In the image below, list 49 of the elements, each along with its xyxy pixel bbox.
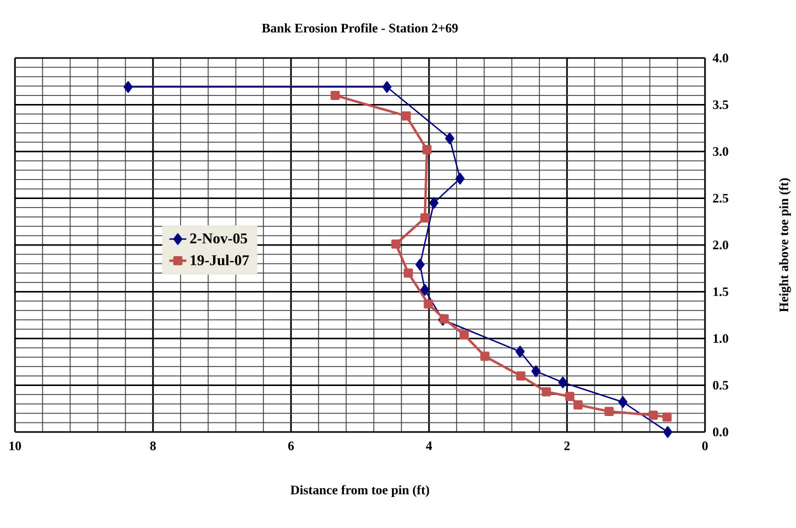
y-tick-label: 2.0: [713, 240, 728, 250]
x-tick-label: 6: [288, 441, 294, 450]
point: [618, 396, 628, 408]
point: [663, 426, 672, 438]
y-tick-label: 0.5: [713, 380, 728, 390]
y-tick-label: 3.5: [712, 100, 728, 110]
y-tick-label: 4.0: [712, 54, 728, 62]
y-axis-title: Height above toe pin (ft): [779, 178, 791, 312]
y-tick-label: 1.5: [714, 287, 728, 296]
x-tick-label: 10: [10, 442, 21, 450]
y-tick-label: 3.0: [712, 147, 728, 156]
point: [420, 213, 430, 222]
point: [573, 400, 583, 410]
point: [460, 330, 469, 340]
y-tick-label: 1.0: [714, 334, 728, 343]
point: [404, 268, 413, 278]
x-tick-label: 2: [564, 441, 570, 450]
point: [480, 352, 490, 361]
point: [422, 145, 432, 154]
y-tick-label: 2.5: [713, 194, 728, 203]
point: [565, 392, 574, 402]
x-tick-label: 8: [150, 442, 156, 450]
point: [515, 346, 525, 358]
point: [424, 299, 433, 308]
point: [420, 284, 430, 296]
point: [391, 239, 400, 249]
point: [445, 132, 454, 144]
point: [402, 111, 411, 121]
point: [429, 197, 438, 209]
legend-label: 19-Jul-07: [190, 254, 249, 266]
x-axis-title: Distance from toe pin (ft): [290, 485, 430, 497]
point: [415, 258, 425, 271]
legend-label: 2-Nov-05: [190, 233, 248, 244]
y-tick-label: 0.0: [713, 428, 728, 436]
point: [516, 371, 526, 380]
point: [382, 81, 392, 93]
point: [558, 376, 568, 388]
point: [330, 90, 340, 100]
x-tick-label: 4: [426, 441, 432, 450]
point: [662, 412, 672, 422]
point: [604, 406, 614, 416]
point: [531, 365, 541, 378]
point: [440, 314, 449, 324]
x-tick-label: 0: [702, 442, 708, 450]
point: [124, 81, 133, 93]
point: [455, 172, 465, 184]
point: [542, 387, 551, 396]
chart-title: Bank Erosion Profile - Station 2+69: [262, 23, 458, 32]
point: [648, 410, 658, 420]
